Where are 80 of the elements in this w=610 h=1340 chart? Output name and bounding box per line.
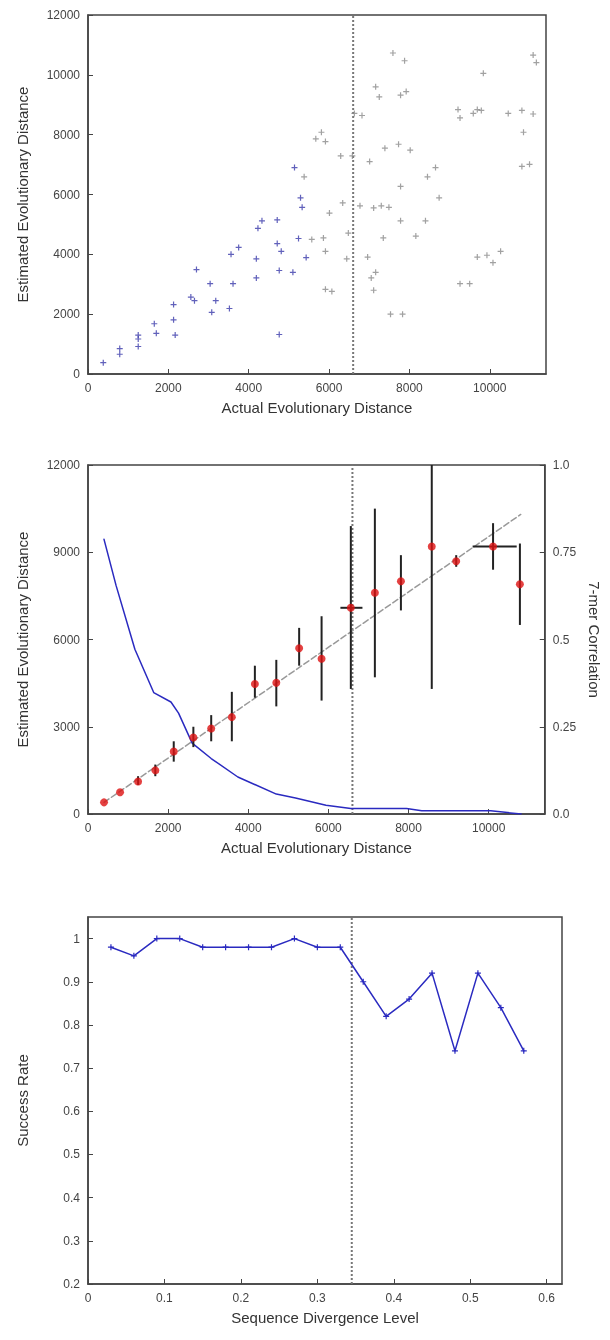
x-tick-label: 4000 (234, 821, 262, 835)
point (346, 603, 355, 612)
y-tick-label: 0.2 (63, 1277, 81, 1291)
y-tick-label: 3000 (53, 719, 81, 734)
point (429, 970, 436, 977)
point (169, 747, 178, 756)
y-tick-label: 2000 (53, 307, 81, 322)
point (107, 944, 114, 951)
y-tick-label: 0.5 (63, 1147, 81, 1162)
x-tick-label: 2000 (155, 381, 183, 395)
point (116, 788, 125, 797)
y2-tick-label: 0.0 (552, 807, 570, 821)
y-tick-label: 6000 (53, 632, 81, 647)
point (370, 588, 379, 597)
point (135, 336, 142, 342)
y-tick-label: 0.8 (63, 1017, 81, 1032)
y-tick-label: 1 (73, 931, 81, 946)
x-tick-label: 0.2 (232, 1291, 250, 1305)
x-tick-label: 0.4 (385, 1291, 403, 1305)
point (189, 733, 198, 742)
y2-tick-label: 0.75 (552, 545, 577, 560)
y-tick-label: 12000 (46, 8, 81, 22)
point (317, 654, 326, 663)
x-tick-label: 0.5 (461, 1291, 479, 1305)
x-tick-label: 6000 (315, 381, 343, 395)
x-tick-label: 0 (84, 821, 92, 835)
y2-tick-label: 1.0 (552, 458, 570, 472)
point (515, 580, 524, 589)
x-axis-title: Actual Evolutionary Distance (221, 399, 413, 416)
point (228, 251, 235, 258)
y2-tick-label: 0.5 (552, 632, 570, 647)
y-tick-label: 10000 (46, 67, 81, 82)
point (451, 1047, 458, 1054)
y-tick-label: 0.6 (63, 1104, 81, 1119)
x-tick-label: 0.1 (156, 1291, 174, 1305)
point (474, 970, 481, 977)
x-tick-label: 4000 (235, 381, 263, 395)
point (406, 996, 413, 1003)
x-tick-label: 8000 (396, 381, 424, 395)
y-axis-title: Success Rate (14, 1054, 31, 1147)
y-tick-label: 0.4 (63, 1190, 81, 1205)
y-tick-label: 0.9 (63, 974, 81, 989)
point (207, 724, 216, 733)
y-tick-label: 9000 (53, 545, 81, 560)
y2-axis-title: 7-mer Correlation (586, 581, 603, 698)
y-tick-label: 6000 (53, 187, 81, 202)
point (253, 274, 260, 281)
y-axis-title: Estimated Evolutionary Distance (14, 86, 31, 303)
x-tick-label: 0.3 (309, 1291, 327, 1305)
point (295, 644, 304, 653)
x-tick-label: 10000 (473, 381, 507, 395)
y2-tick-label: 0.25 (552, 719, 577, 734)
y-tick-label: 8000 (53, 127, 81, 142)
y-tick-label: 4000 (53, 247, 81, 262)
x-tick-label: 6000 (315, 821, 343, 835)
x-tick-label: 2000 (154, 821, 182, 835)
y-tick-label: 0.3 (63, 1233, 81, 1248)
point (230, 280, 237, 287)
point (254, 225, 261, 232)
y-tick-label: 0.7 (63, 1061, 81, 1076)
x-axis-title: Actual Evolutionary Distance (220, 839, 412, 856)
y-tick-label: 12000 (46, 458, 81, 472)
point (396, 577, 405, 586)
y-tick-label: 0 (73, 367, 81, 381)
x-tick-label: 10000 (471, 821, 506, 835)
point (489, 542, 498, 551)
point (274, 216, 281, 223)
y-axis-title: Estimated Evolutionary Distance (14, 531, 31, 748)
x-axis-title: Sequence Divergence Level (231, 1309, 419, 1326)
point (227, 713, 236, 722)
x-tick-label: 8000 (395, 821, 423, 835)
point (250, 680, 259, 688)
x-tick-label: 0.6 (538, 1291, 556, 1305)
point (100, 798, 109, 807)
x-tick-label: 0 (84, 1291, 92, 1305)
y-tick-label: 0 (73, 807, 81, 821)
point (427, 542, 436, 551)
point (272, 678, 281, 687)
point (258, 217, 265, 224)
x-tick-label: 0 (84, 381, 92, 395)
